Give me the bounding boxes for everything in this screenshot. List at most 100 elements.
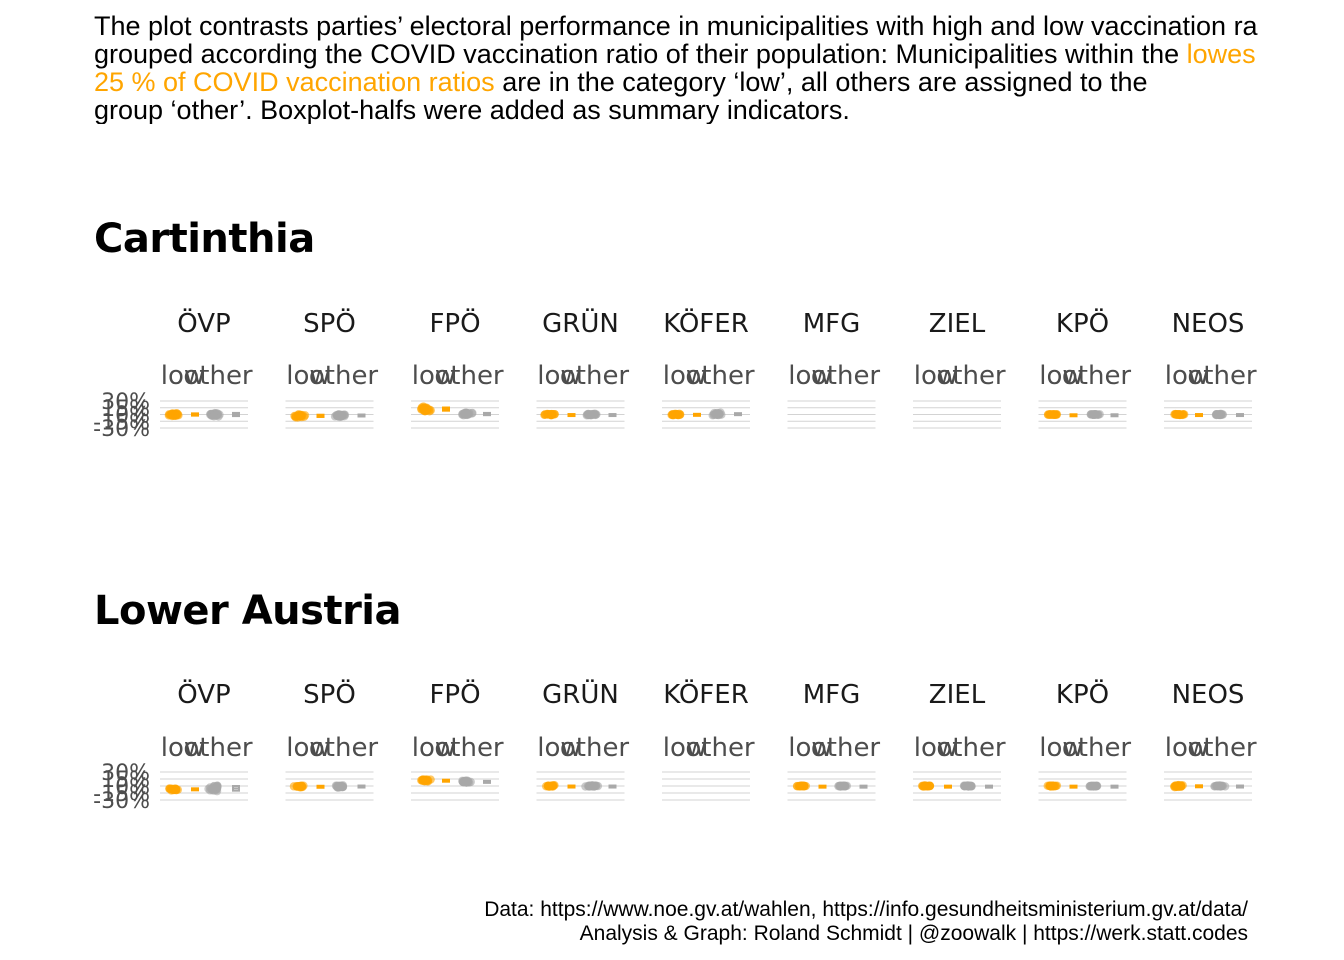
data-point-low (421, 776, 430, 785)
group-label-low: low (914, 733, 958, 763)
group-label-low: low (1039, 361, 1083, 391)
section-title-lower-austria: Lower Austria (94, 588, 402, 634)
y-tick-label: -30% (93, 789, 150, 814)
group-label-other: other (434, 361, 504, 391)
y-tick-label: 15% (101, 768, 150, 793)
group-label-low: low (788, 733, 832, 763)
group-label-other: other (1187, 361, 1257, 391)
group-label-other: other (434, 733, 504, 763)
data-point-low (550, 409, 559, 419)
data-point-low (1173, 410, 1183, 419)
data-point-other (588, 409, 597, 419)
group-label-low: low (412, 733, 456, 763)
group-label-other: other (811, 361, 881, 391)
data-point-other (1220, 782, 1230, 791)
intro-line-1: The plot contrasts parties’ electoral pe… (94, 12, 1258, 41)
data-point-other (333, 781, 342, 791)
data-point-other (965, 781, 975, 790)
group-label-other: other (309, 361, 379, 391)
party-label: NEOS (1172, 309, 1245, 339)
data-point-low (296, 782, 305, 791)
group-label-other: other (560, 733, 630, 763)
data-point-other (1087, 781, 1097, 790)
group-label-low: low (914, 361, 958, 391)
data-point-other (209, 412, 219, 421)
data-point-other (208, 784, 217, 793)
party-label: SPÖ (303, 307, 356, 339)
party-label: MFG (803, 309, 861, 339)
intro-highlight-1: lowes (1186, 39, 1256, 69)
group-label-low: low (1165, 361, 1209, 391)
group-label-other: other (183, 733, 253, 763)
party-label: ZIEL (929, 309, 986, 339)
y-tick-label: 30% (101, 761, 150, 786)
group-label-other: other (811, 733, 881, 763)
party-label: KÖFER (663, 678, 749, 710)
group-label-low: low (1039, 733, 1083, 763)
intro-line-2-text: grouped according the COVID vaccination … (94, 39, 1187, 69)
y-tick-label: 0% (115, 404, 150, 429)
party-label: KÖFER (663, 307, 749, 339)
data-point-other (337, 411, 347, 421)
group-label-other: other (936, 361, 1006, 391)
data-point-other (838, 781, 848, 791)
facet-section-1: 30%15%0%-15%-30%ÖVPlowotherSPÖlowotherFP… (93, 678, 1257, 814)
data-point-other (1212, 410, 1222, 419)
data-point-low (798, 781, 807, 791)
group-label-other: other (1187, 733, 1257, 763)
y-tick-label: -15% (93, 410, 150, 435)
data-point-low (670, 410, 679, 419)
section-title-cartinthia: Cartinthia (94, 216, 315, 262)
group-label-other: other (685, 733, 755, 763)
data-point-low (289, 782, 299, 791)
group-label-low: low (663, 361, 707, 391)
data-point-low (1048, 781, 1057, 790)
party-label: FPÖ (429, 307, 480, 339)
group-label-low: low (537, 733, 581, 763)
party-label: FPÖ (429, 678, 480, 710)
group-label-low: low (412, 361, 456, 391)
data-point-low (1176, 781, 1186, 790)
group-label-low: low (1165, 733, 1209, 763)
data-point-other (1091, 410, 1101, 419)
data-point-other (460, 410, 470, 419)
group-label-low: low (537, 361, 581, 391)
party-label: GRÜN (542, 307, 619, 339)
group-label-other: other (183, 361, 253, 391)
data-point-other (461, 777, 471, 787)
party-label: ÖVP (177, 307, 230, 339)
data-point-other (710, 410, 719, 419)
data-point-low (547, 781, 556, 791)
intro-highlight-2: 25 % of COVID vaccination ratios (94, 67, 495, 97)
caption: Data: https://www.noe.gv.at/wahlen, http… (484, 898, 1248, 946)
group-label-low: low (161, 361, 205, 391)
y-tick-label: 30% (101, 390, 150, 415)
data-point-low (173, 409, 182, 419)
group-label-other: other (1062, 733, 1132, 763)
party-label: GRÜN (542, 678, 619, 710)
data-point-low (167, 786, 176, 795)
y-tick-label: 15% (101, 397, 150, 422)
party-label: MFG (803, 680, 861, 710)
party-label: NEOS (1172, 680, 1245, 710)
group-label-other: other (309, 733, 379, 763)
caption-data-source: Data: https://www.noe.gv.at/wahlen, http… (484, 898, 1248, 921)
data-point-low (295, 411, 304, 420)
intro-line-3-text: are in the category ‘low’, all others ar… (494, 67, 1148, 97)
